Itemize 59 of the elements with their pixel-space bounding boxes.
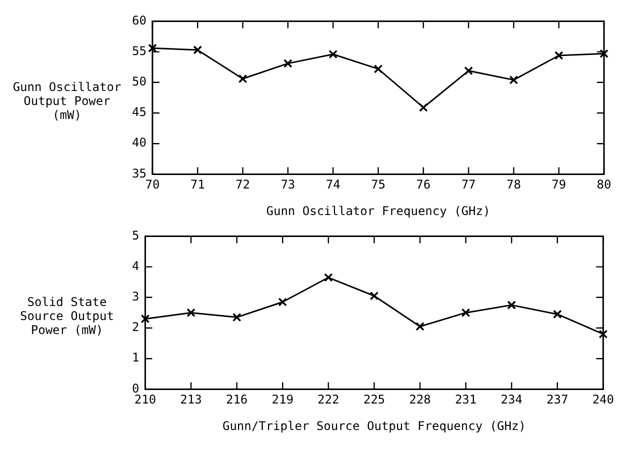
point — [278, 298, 288, 306]
point — [509, 76, 518, 84]
y-axis-title: Solid State Source Output Power (mW) — [19, 294, 115, 336]
point — [193, 46, 202, 54]
x-tick-label: 77 — [461, 178, 476, 192]
point — [370, 291, 379, 300]
x-tick-label: 225 — [363, 392, 386, 407]
point — [283, 58, 292, 68]
point — [600, 49, 608, 58]
point — [464, 66, 473, 76]
x-tick-label: 76 — [416, 178, 431, 192]
x-tick-label: 80 — [596, 178, 612, 192]
x-tick-label: 78 — [506, 178, 521, 192]
y-tick-label: 4 — [132, 258, 140, 273]
y-tick-label: 45 — [132, 105, 146, 120]
x-tick-label: 219 — [272, 392, 294, 407]
point — [186, 308, 196, 318]
x-tick-label: 210 — [134, 392, 156, 407]
x-tick-label: 228 — [409, 392, 431, 407]
point — [507, 300, 516, 310]
y-tick-label: 3 — [132, 290, 140, 304]
point — [418, 103, 428, 112]
point — [232, 312, 242, 322]
point — [598, 330, 608, 339]
y-tick-label: 60 — [132, 13, 146, 28]
x-tick-label: 70 — [145, 178, 160, 192]
x-tick-label: 71 — [190, 178, 205, 192]
y-tick-label: 40 — [132, 136, 146, 150]
x-tick-label: 213 — [180, 392, 202, 407]
point — [552, 310, 562, 319]
x-tick-label: 216 — [226, 392, 248, 407]
x-tick-label: 237 — [546, 392, 568, 407]
y-tick-label: 50 — [132, 74, 146, 89]
point — [461, 308, 470, 318]
x-tick-label: 73 — [280, 178, 296, 192]
y-tick-label: 5 — [132, 228, 140, 242]
x-tick-label: 75 — [371, 178, 386, 192]
point — [328, 50, 338, 59]
x-tick-label: 79 — [552, 178, 566, 192]
point — [374, 64, 383, 74]
y-axis-title: Gunn Oscillator Output Power (mW) — [12, 80, 122, 122]
x-tick-label: 234 — [500, 392, 522, 407]
point — [140, 314, 150, 324]
point — [416, 322, 424, 331]
x-tick-label: 240 — [592, 392, 614, 407]
y-tick-label: 55 — [132, 44, 146, 58]
x-tick-label: 222 — [318, 392, 340, 407]
x-tick-label: 72 — [236, 178, 250, 192]
point — [554, 51, 564, 60]
y-tick-label: 35 — [132, 166, 146, 180]
x-axis-title: Gunn Oscillator Frequency (GHz) — [266, 204, 490, 218]
point — [238, 74, 248, 84]
y-tick-label: 1 — [132, 350, 140, 365]
x-tick-label: 74 — [326, 178, 340, 192]
y-tick-label: 2 — [132, 320, 140, 334]
point — [324, 273, 333, 282]
y-tick-label: 0 — [132, 381, 140, 396]
x-tick-label: 231 — [454, 392, 477, 407]
x-axis-title: Gunn/Tripler Source Output Frequency (GHz) — [222, 418, 526, 433]
